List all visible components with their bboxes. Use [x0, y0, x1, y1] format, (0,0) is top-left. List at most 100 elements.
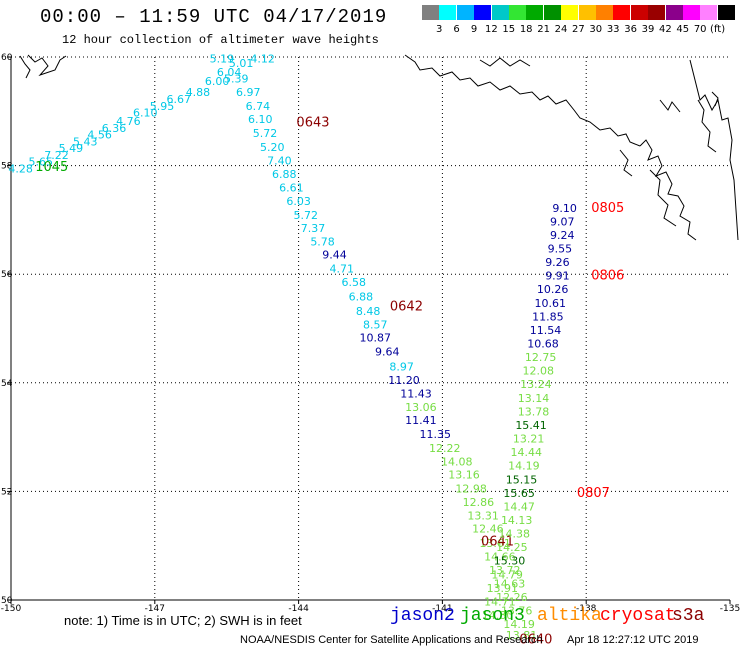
wave-height-value: 15.65 [503, 487, 535, 500]
wave-height-value: 9.91 [545, 270, 570, 283]
generated-timestamp: Apr 18 12:27:12 UTC 2019 [567, 634, 699, 646]
scale-label: 12 [485, 24, 498, 35]
legend-jason3: jason3 [460, 606, 525, 626]
wave-height-value: 14.79 [491, 568, 523, 581]
wave-height-value: 5.39 [224, 73, 249, 86]
wave-height-value: 10.87 [360, 332, 392, 345]
wave-height-value: 11.41 [405, 414, 437, 427]
wave-height-value: 14.08 [441, 455, 473, 468]
scale-label: 18 [519, 24, 533, 35]
y-tick-label: 52 [1, 487, 12, 497]
y-axis-ticks: 60 58 56 54 52 50 [1, 53, 13, 606]
wave-height-value: 7.22 [44, 149, 69, 162]
wave-height-value: 15.30 [494, 555, 526, 568]
wave-height-value: 5.20 [260, 141, 285, 154]
legend-altika: altika [537, 606, 602, 626]
wave-height-value: 6.10 [133, 107, 158, 120]
wave-height-value: 4.88 [186, 86, 211, 99]
wave-height-value: 12.86 [463, 496, 495, 509]
wave-height-value: 11.43 [400, 387, 432, 400]
pass-time-label: 0640 [519, 632, 552, 647]
scale-swatch [422, 5, 439, 20]
wave-height-value: 6.67 [167, 93, 192, 106]
pass-time-label: 0643 [296, 116, 329, 131]
coastline [19, 54, 739, 241]
x-tick-label: -135 [720, 604, 740, 614]
wave-height-value: 15.15 [506, 473, 538, 486]
scale-swatch [561, 5, 579, 20]
wave-height-value: 12.46 [472, 523, 504, 536]
wave-height-value: 12.22 [429, 442, 461, 455]
wave-height-value: 5.95 [150, 100, 175, 113]
map-frame [10, 57, 730, 601]
wave-height-value: 6.00 [205, 75, 230, 88]
wave-height-value: 9.55 [548, 242, 573, 255]
scale-label: 24 [554, 24, 568, 35]
wave-height-value: 13.78 [518, 405, 550, 418]
scale-swatch [630, 5, 648, 20]
scale-swatch [509, 5, 526, 20]
wave-height-value: 13.61 [479, 537, 511, 550]
wave-height-value: 4.56 [87, 128, 112, 141]
wave-height-value: 7.37 [301, 222, 326, 235]
wave-height-value: 13.14 [518, 392, 550, 405]
wave-height-value: 10.68 [527, 338, 559, 351]
pass-time-label: 0807 [577, 486, 610, 501]
wave-height-value: 8.48 [356, 305, 381, 318]
x-tick-label: -138 [576, 604, 597, 614]
wave-height-value: 6.04 [217, 66, 242, 79]
wave-height-value: 5.65 [28, 156, 53, 169]
wave-height-value: 7.40 [267, 155, 292, 168]
wave-height-value: 9.44 [322, 248, 347, 261]
map-title: 00:00 – 11:59 UTC 04/17/2019 [40, 6, 388, 28]
wave-height-value: 13.31 [467, 510, 499, 523]
wave-height-value: 11.54 [530, 324, 562, 337]
scale-swatch [578, 5, 596, 20]
pass-time-label: 0805 [591, 201, 624, 216]
wave-height-value: 12.98 [455, 482, 487, 495]
wave-height-value: 9.26 [545, 256, 570, 269]
legend-jason2: jason2 [390, 606, 455, 626]
wave-height-value: 4.28 [8, 163, 33, 176]
wave-height-value: 14.19 [508, 460, 540, 473]
wave-height-value: 14.47 [503, 500, 535, 513]
scale-swatch [439, 5, 457, 20]
wave-height-value: 13.21 [513, 433, 545, 446]
wave-height-value: 5.19 [210, 52, 235, 65]
wave-height-value: 6.61 [279, 182, 304, 195]
wave-height-value: 6.10 [248, 113, 273, 126]
wave-height-value: 10.61 [535, 297, 567, 310]
scale-label: 30 [589, 24, 603, 35]
y-tick-label: 60 [1, 53, 13, 63]
scale-swatch [683, 5, 700, 20]
wave-height-value: 6.03 [286, 195, 311, 208]
wave-height-value: 13.06 [405, 401, 437, 414]
y-tick-label: 50 [1, 596, 13, 606]
wave-height-value: 9.07 [550, 215, 575, 228]
wave-height-value: 14.66 [484, 550, 516, 563]
wave-height-value: 9.24 [550, 229, 575, 242]
x-tick-label: -147 [145, 604, 165, 614]
wave-height-value: 6.88 [272, 168, 297, 181]
scale-label: 21 [537, 24, 550, 35]
x-tick-label: -150 [1, 604, 22, 614]
scale-label: (ft) [710, 24, 726, 35]
track-0805: 9.109.079.249.559.269.91 0805 [545, 201, 624, 283]
wave-height-value: 5.72 [294, 209, 319, 222]
scale-swatch [491, 5, 509, 20]
wave-height-value: 14.38 [499, 528, 531, 541]
wave-height-value: 11.20 [388, 374, 420, 387]
wave-height-value: 6.58 [341, 276, 366, 289]
scale-swatch [665, 5, 683, 20]
scale-label: 6 [453, 24, 460, 35]
track-0642: 8.5710.879.648.9711.2011.4313.0611.4111.… [360, 300, 495, 509]
track-0643: 5.396.976.746.105.725.207.406.886.616.03… [224, 73, 380, 318]
scale-label: 36 [624, 24, 637, 35]
map-subtitle: 12 hour collection of altimeter wave hei… [62, 33, 379, 47]
wave-height-value: 6.36 [102, 122, 127, 135]
scale-swatch [543, 5, 561, 20]
wave-height-value: 6.88 [349, 290, 374, 303]
wave-height-value: 14.44 [511, 446, 543, 459]
track-0640: 0640 [519, 632, 552, 647]
